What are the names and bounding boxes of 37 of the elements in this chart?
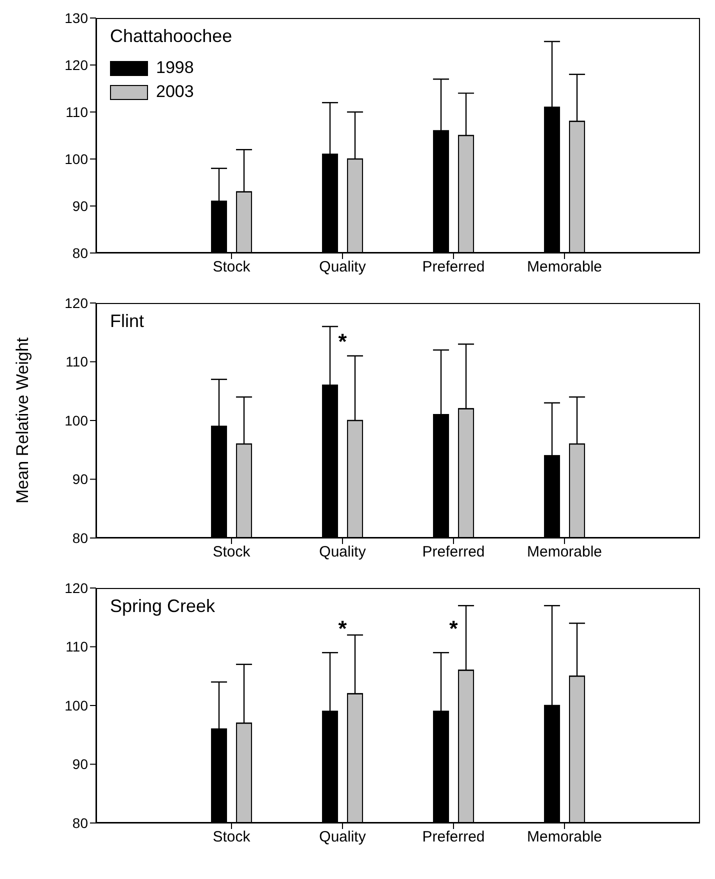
annotation: * [337, 329, 348, 355]
y-tick-label: 90 [72, 471, 88, 488]
y-tick-label: 100 [64, 412, 88, 428]
x-tick-label: Quality [319, 544, 366, 561]
y-tick-label: 120 [64, 580, 88, 596]
x-tick-label: Quality [319, 258, 366, 276]
x-tick-label: Memorable [526, 544, 602, 561]
y-axis-title: Mean Relative Weight [13, 337, 32, 504]
x-tick-label: Stock [212, 828, 251, 846]
legend-label: 1998 [156, 57, 194, 79]
y-tick-label: 120 [64, 294, 88, 311]
y-tick-label: 110 [66, 104, 88, 120]
chart-title: Chattahoochee [110, 26, 232, 47]
y-tick-label: 90 [72, 756, 88, 772]
y-tick-label: 120 [64, 56, 88, 73]
annotation: * [337, 616, 348, 642]
y-tick-label: 110 [66, 638, 88, 655]
annotation: * [448, 616, 459, 642]
x-tick-label: Memorable [526, 258, 602, 276]
x-tick-label: Stock [212, 258, 251, 276]
y-tick-label: 80 [72, 814, 88, 831]
chart-title: Spring Creek [110, 596, 216, 617]
y-tick-label: 110 [66, 354, 88, 370]
chart-title: Flint [110, 311, 144, 332]
y-tick-label: 100 [64, 697, 88, 714]
x-tick-label: Preferred [422, 828, 485, 846]
x-tick-label: Preferred [422, 544, 485, 561]
x-tick-label: Quality [319, 828, 366, 846]
x-tick-label: Memorable [526, 828, 602, 846]
y-tick-label: 80 [72, 530, 88, 546]
y-tick-label: 130 [64, 10, 88, 26]
x-tick-label: Stock [212, 544, 251, 561]
y-tick-label: 80 [72, 244, 88, 261]
y-tick-label: 100 [64, 150, 88, 167]
x-tick-label: Preferred [422, 258, 485, 276]
y-tick-label: 90 [72, 198, 88, 214]
legend-label: 2003 [156, 81, 194, 103]
